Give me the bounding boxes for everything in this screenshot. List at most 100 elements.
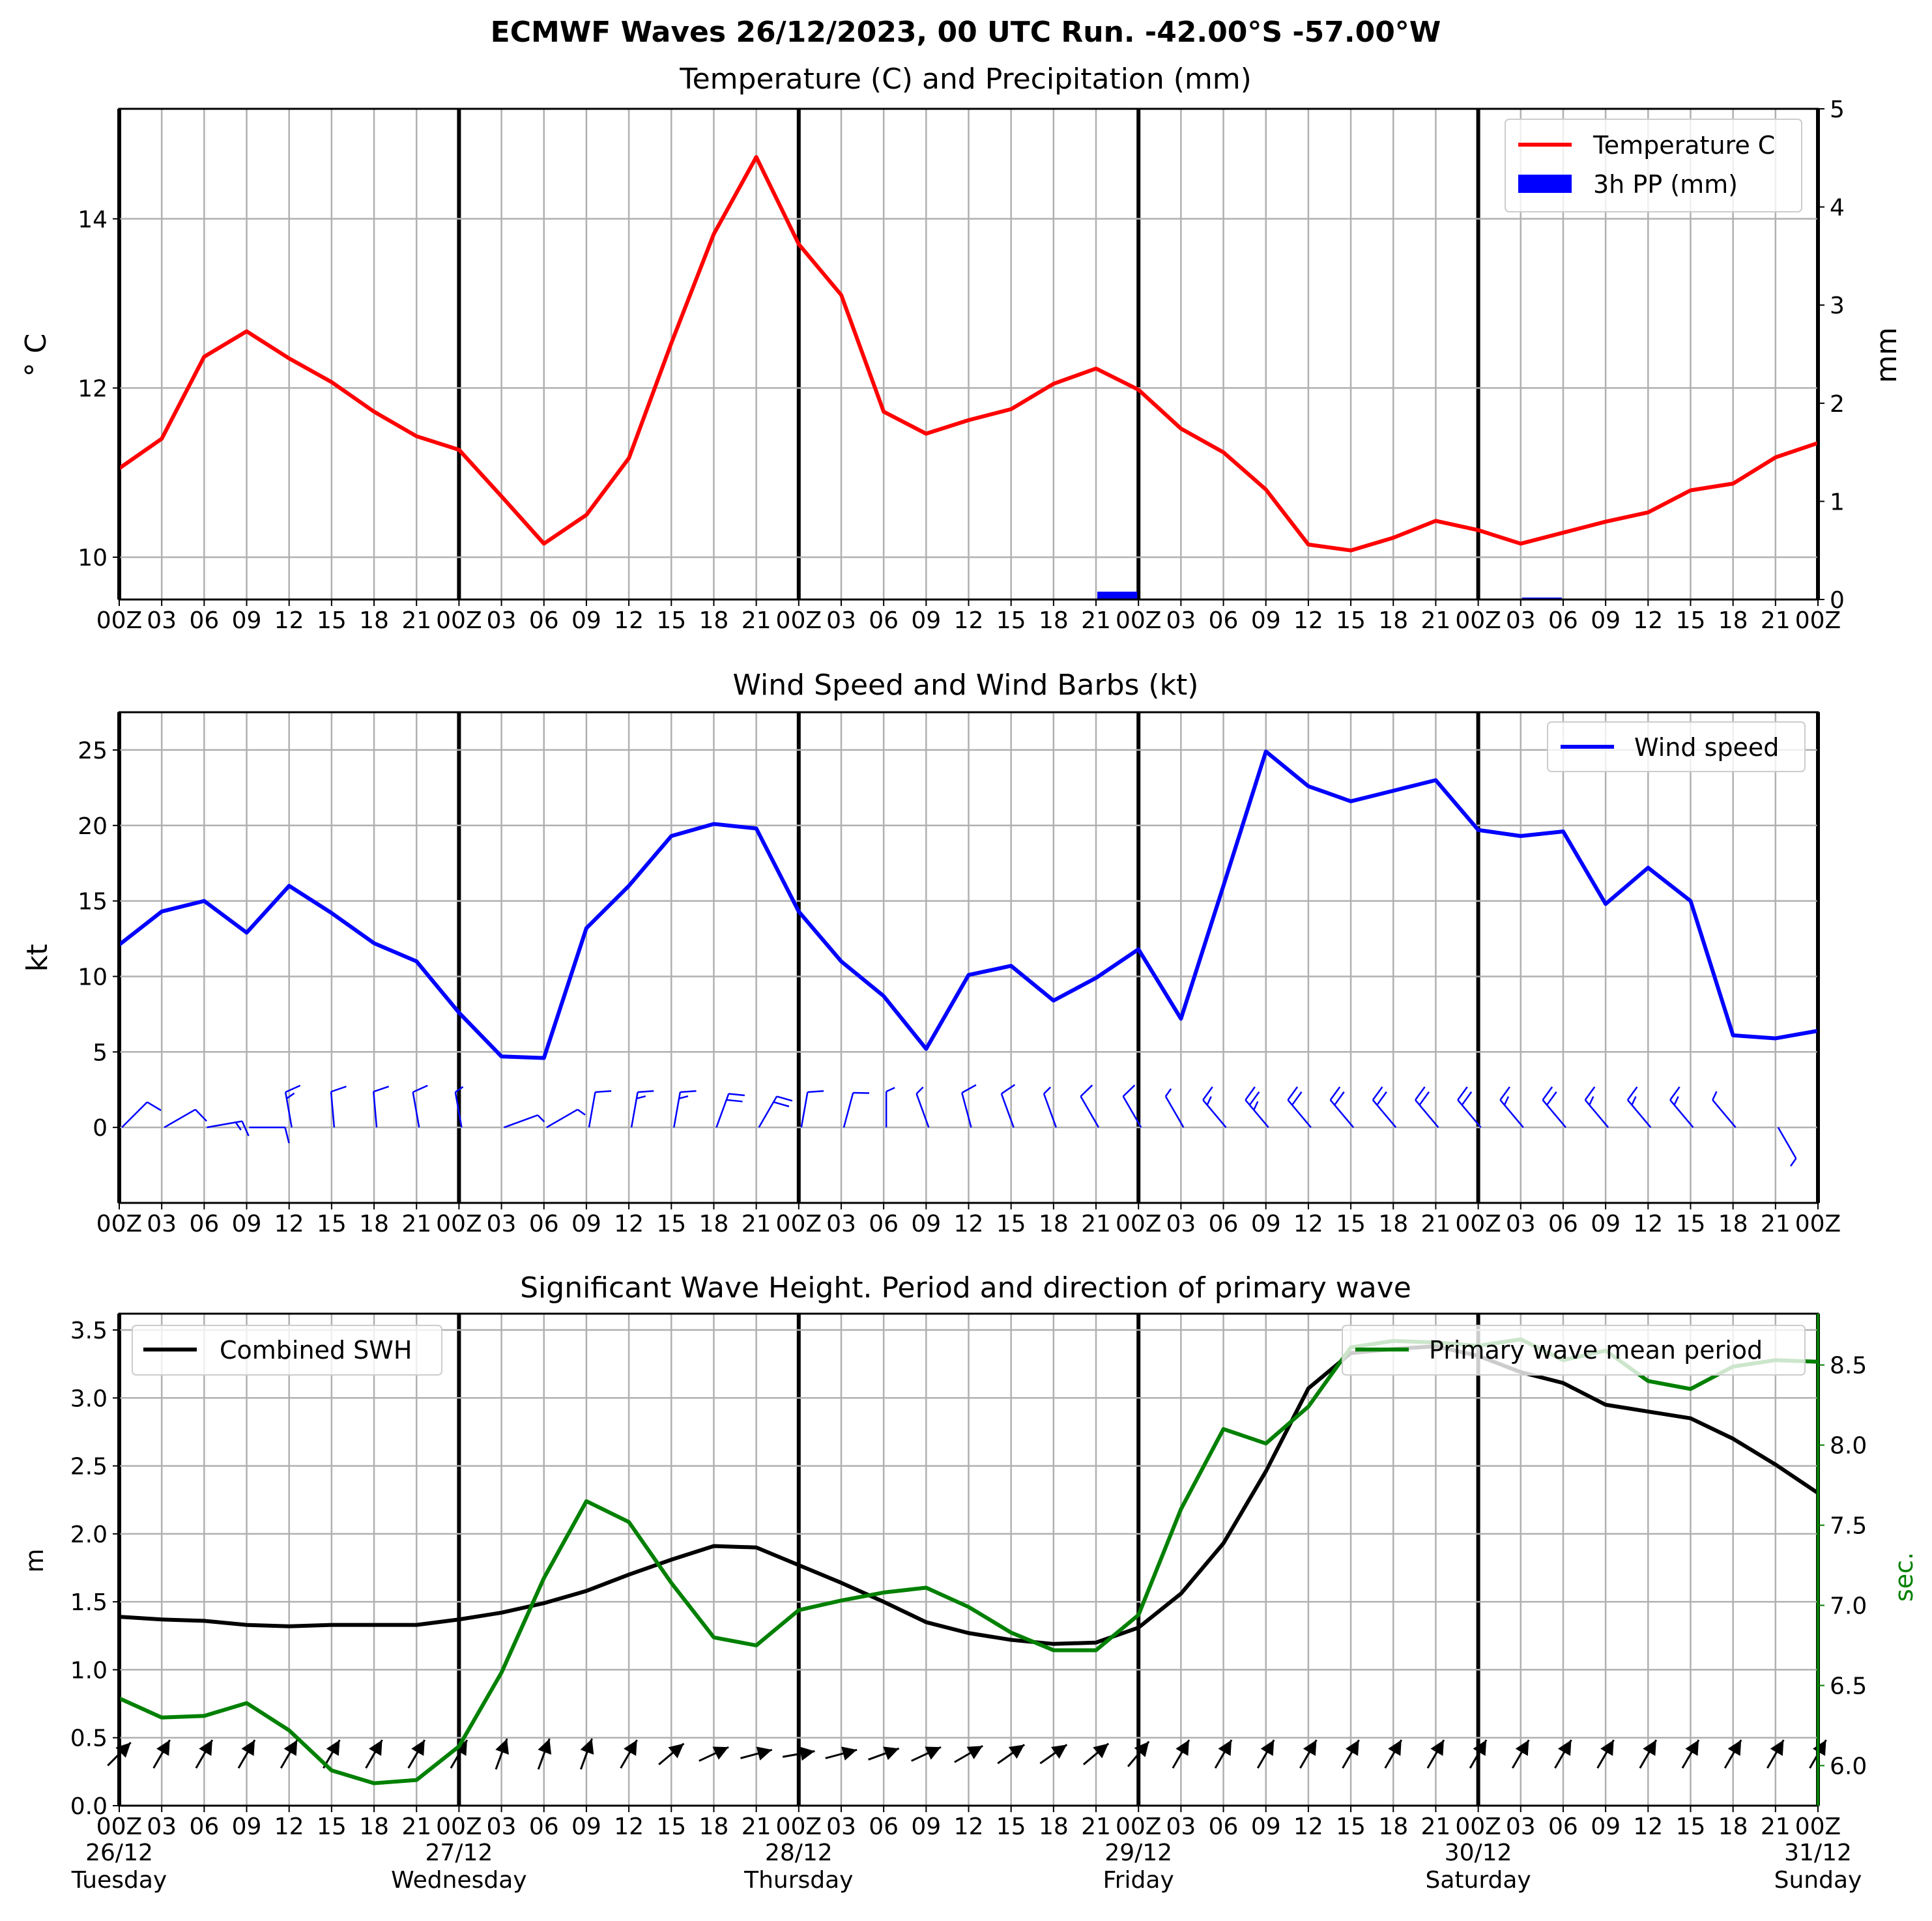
wave-direction-arrow: [280, 1739, 298, 1769]
temperature-xtick-label: 15: [996, 607, 1026, 634]
wave-direction-arrow: [1766, 1739, 1785, 1769]
wind-barb: [758, 1095, 793, 1128]
wave-direction-arrow: [1342, 1739, 1360, 1769]
wave-xtick-label: 06: [529, 1813, 559, 1840]
wind-legend: Wind speed: [1547, 721, 1806, 772]
wave-direction-arrow: [954, 1744, 983, 1763]
wave-ytick-right-label: 7.0: [1830, 1593, 1867, 1620]
wind-xtick-label: 09: [911, 1211, 941, 1237]
wind-xtick-label: 03: [487, 1211, 517, 1237]
wind-xtick-label: 15: [996, 1211, 1026, 1237]
wind-barb: [504, 1114, 545, 1129]
wave-ytick-right-label: 6.5: [1830, 1673, 1867, 1700]
wind-barb: [961, 1084, 977, 1128]
wave-xtick-label: 09: [232, 1813, 262, 1840]
temperature-xtick-label: 18: [699, 607, 729, 634]
wind-xtick-label: 03: [1166, 1211, 1196, 1237]
wave-ytick-right-label: 8.5: [1830, 1353, 1867, 1379]
temperature-legend: Temperature C 3h PP (mm): [1505, 119, 1802, 212]
wind-barb: [1626, 1086, 1652, 1128]
wind-xtick-label: 00Z: [1795, 1211, 1841, 1237]
wave-xtick-label: 15: [656, 1813, 686, 1840]
wave-direction-arrow: [1723, 1739, 1742, 1769]
temperature-xtick-label: 06: [869, 607, 899, 634]
legend-swh-label: Combined SWH: [220, 1336, 412, 1365]
wave-xtick-label: 06: [1209, 1813, 1239, 1840]
wind-plot-frame: [118, 711, 1819, 1204]
wind-xtick-label: 06: [869, 1211, 899, 1237]
wind-barb: [673, 1090, 697, 1128]
swh-legend: Combined SWH: [132, 1325, 442, 1376]
wave-direction-arrow: [495, 1738, 509, 1770]
wave-direction-arrow: [1596, 1739, 1615, 1769]
wind-xtick-label: 12: [274, 1211, 304, 1237]
wind-barb: [1122, 1084, 1142, 1128]
wind-ytick-label: 10: [78, 964, 108, 990]
wave-xtick-label: 21: [1081, 1813, 1111, 1840]
wave-y-axis-label: m: [20, 1548, 49, 1572]
temperature-ytick-right-label: 0: [1830, 587, 1845, 614]
wind-barb: [121, 1101, 162, 1129]
wave-xtick-label: 00Z: [1455, 1813, 1501, 1840]
temperature-ytick-right-label: 1: [1830, 489, 1845, 515]
temperature-xtick-label: 18: [359, 607, 389, 634]
wave-xtick-label: 15: [1676, 1813, 1706, 1840]
day-name-label: Saturday: [1425, 1867, 1531, 1894]
wind-barb: [1415, 1086, 1439, 1128]
wind-barb: [916, 1086, 930, 1128]
wave-ytick-right-label: 6.0: [1830, 1754, 1867, 1780]
precip-bars: [1097, 591, 1647, 599]
wind-barb: [1584, 1086, 1609, 1128]
wind-barb: [373, 1086, 390, 1128]
wave-xtick-label: 21: [1421, 1813, 1451, 1840]
temperature-xtick-label: 12: [274, 607, 304, 634]
temperature-xtick-label: 00Z: [436, 607, 482, 634]
wave-xtick-label: 12: [954, 1813, 984, 1840]
wind-barb: [330, 1086, 347, 1128]
wave-direction-arrow: [1639, 1739, 1658, 1769]
wave-direction-arrow: [1256, 1739, 1275, 1769]
day-date-label: 28/12: [765, 1840, 833, 1866]
temperature-xtick-label: 12: [614, 607, 644, 634]
wave-panel: Significant Wave Height. Period and dire…: [20, 1271, 1918, 1894]
wave-direction-arrow: [1469, 1739, 1488, 1769]
wave-direction-arrow: [699, 1746, 729, 1762]
legend-temperature-label: Temperature C: [1593, 131, 1775, 160]
day-name-label: Thursday: [743, 1867, 853, 1894]
wave-direction-arrow: [450, 1739, 469, 1769]
temperature-ytick-label: 14: [78, 207, 108, 233]
temperature-xtick-label: 21: [1761, 607, 1791, 634]
wave-xtick-label: 09: [571, 1813, 601, 1840]
wave-direction-arrow: [911, 1746, 942, 1762]
temperature-xtick-label: 12: [954, 607, 984, 634]
wave-xtick-label: 00Z: [436, 1813, 482, 1840]
wind-xtick-label: 21: [1761, 1211, 1791, 1237]
wave-xtick-label: 03: [147, 1813, 177, 1840]
wind-xtick-label: 21: [742, 1211, 771, 1237]
wave-ytick-right-label: 8.0: [1830, 1433, 1867, 1460]
wind-gridlines: [117, 712, 1820, 1203]
wind-xtick-label: 12: [1293, 1211, 1323, 1237]
wave-ytick-label: 1.0: [70, 1657, 108, 1684]
day-name-label: Tuesday: [71, 1867, 167, 1894]
temperature-y-axis-label: ° C: [20, 334, 53, 377]
temperature-xtick-label: 00Z: [1455, 607, 1501, 634]
wind-xtick-label: 18: [1718, 1211, 1748, 1237]
wave-direction-arrow: [658, 1742, 685, 1765]
temperature-xtick-label: 15: [1676, 607, 1706, 634]
wind-barb: [588, 1090, 612, 1128]
temperature-xtick-label: 21: [1081, 607, 1111, 634]
wave-direction-arrow: [1172, 1739, 1190, 1769]
wind-barb: [207, 1120, 250, 1136]
wave-ytick-label: 2.5: [70, 1454, 108, 1480]
wind-speed-series-line: [118, 749, 1819, 1060]
wave-direction-arrow: [1426, 1739, 1445, 1769]
temperature-xtick-label: 09: [1251, 607, 1281, 634]
temperature-xtick-label: 21: [401, 607, 431, 634]
wind-barb: [1457, 1086, 1482, 1128]
day-name-label: Sunday: [1774, 1867, 1862, 1894]
wind-barb: [843, 1091, 869, 1128]
swh-series-line: [119, 1344, 1819, 1646]
wind-xtick-label: 03: [147, 1211, 177, 1237]
